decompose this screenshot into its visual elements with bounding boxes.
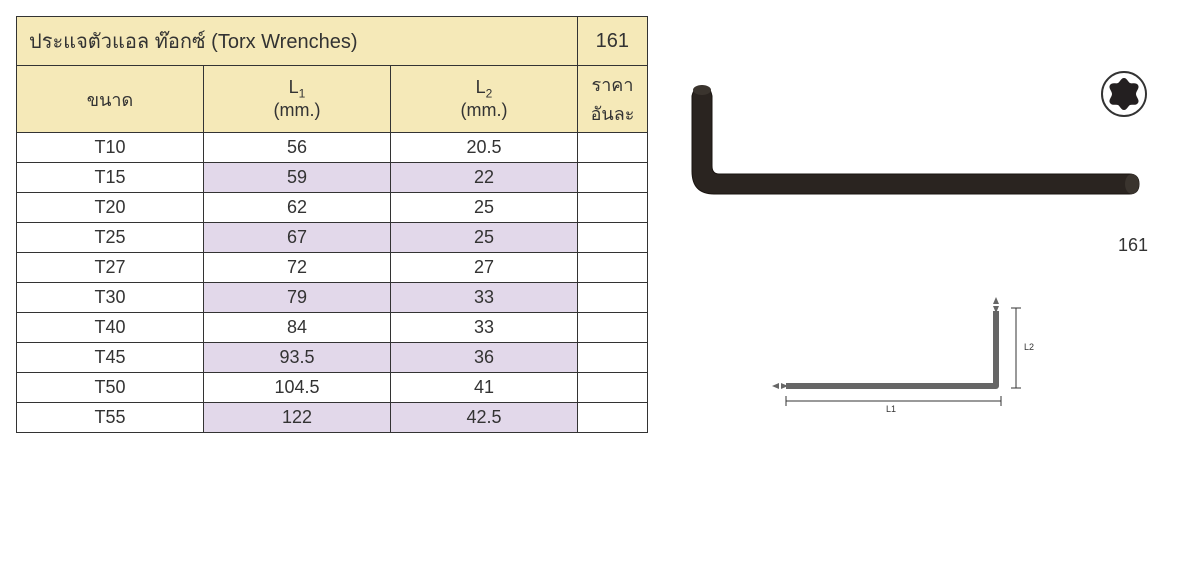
cell-size: T55 [17, 403, 204, 433]
table-row: T206225 [17, 193, 648, 223]
title-row: ประแจตัวแอล ท๊อกซ์ (Torx Wrenches) 161 [17, 17, 648, 66]
table-row: T155922 [17, 163, 648, 193]
cell-price [578, 283, 648, 313]
cell-size: T20 [17, 193, 204, 223]
cell-l1: 93.5 [204, 343, 391, 373]
table-row: T4593.536 [17, 343, 648, 373]
cell-price [578, 343, 648, 373]
cell-price [578, 223, 648, 253]
cell-l2: 20.5 [391, 133, 578, 163]
table-row: T105620.5 [17, 133, 648, 163]
cell-price [578, 253, 648, 283]
cell-l2: 42.5 [391, 403, 578, 433]
cell-size: T27 [17, 253, 204, 283]
table-row: T256725 [17, 223, 648, 253]
cell-l2: 41 [391, 373, 578, 403]
cell-size: T40 [17, 313, 204, 343]
cell-size: T45 [17, 343, 204, 373]
cell-size: T10 [17, 133, 204, 163]
cell-size: T15 [17, 163, 204, 193]
illustration-panel: 161 L1 L2 [664, 16, 1168, 433]
photo-caption: 161 [664, 235, 1148, 256]
cell-price [578, 403, 648, 433]
table-title: ประแจตัวแอล ท๊อกซ์ (Torx Wrenches) [17, 17, 578, 66]
header-row: ขนาด L1 (mm.) L2 (mm.) ราคาอันละ [17, 66, 648, 133]
wrench-photo: 161 [664, 76, 1168, 256]
diagram-l1-label: L1 [886, 404, 896, 414]
table-row: T307933 [17, 283, 648, 313]
page-number: 161 [578, 17, 648, 66]
cell-l2: 22 [391, 163, 578, 193]
col-price: ราคาอันละ [578, 66, 648, 133]
cell-l1: 84 [204, 313, 391, 343]
cell-l2: 36 [391, 343, 578, 373]
cell-size: T25 [17, 223, 204, 253]
cell-l1: 72 [204, 253, 391, 283]
cell-size: T30 [17, 283, 204, 313]
col-l1: L1 (mm.) [204, 66, 391, 133]
dimension-diagram: L1 L2 [766, 296, 1066, 421]
cell-l2: 33 [391, 283, 578, 313]
cell-l2: 25 [391, 193, 578, 223]
cell-l1: 59 [204, 163, 391, 193]
spec-table: ประแจตัวแอล ท๊อกซ์ (Torx Wrenches) 161 ข… [16, 16, 648, 433]
table-row: T5512242.5 [17, 403, 648, 433]
cell-price [578, 313, 648, 343]
col-size: ขนาด [17, 66, 204, 133]
cell-price [578, 373, 648, 403]
spec-table-container: ประแจตัวแอล ท๊อกซ์ (Torx Wrenches) 161 ข… [16, 16, 648, 433]
cell-l1: 56 [204, 133, 391, 163]
table-row: T50104.541 [17, 373, 648, 403]
table-row: T408433 [17, 313, 648, 343]
cell-l2: 27 [391, 253, 578, 283]
cell-l2: 33 [391, 313, 578, 343]
cell-l1: 104.5 [204, 373, 391, 403]
col-l2: L2 (mm.) [391, 66, 578, 133]
cell-price [578, 163, 648, 193]
cell-size: T50 [17, 373, 204, 403]
cell-l1: 79 [204, 283, 391, 313]
table-row: T277227 [17, 253, 648, 283]
cell-price [578, 133, 648, 163]
diagram-l2-label: L2 [1024, 342, 1034, 352]
cell-price [578, 193, 648, 223]
torx-star-icon [1100, 70, 1148, 123]
cell-l1: 62 [204, 193, 391, 223]
cell-l1: 67 [204, 223, 391, 253]
cell-l1: 122 [204, 403, 391, 433]
cell-l2: 25 [391, 223, 578, 253]
